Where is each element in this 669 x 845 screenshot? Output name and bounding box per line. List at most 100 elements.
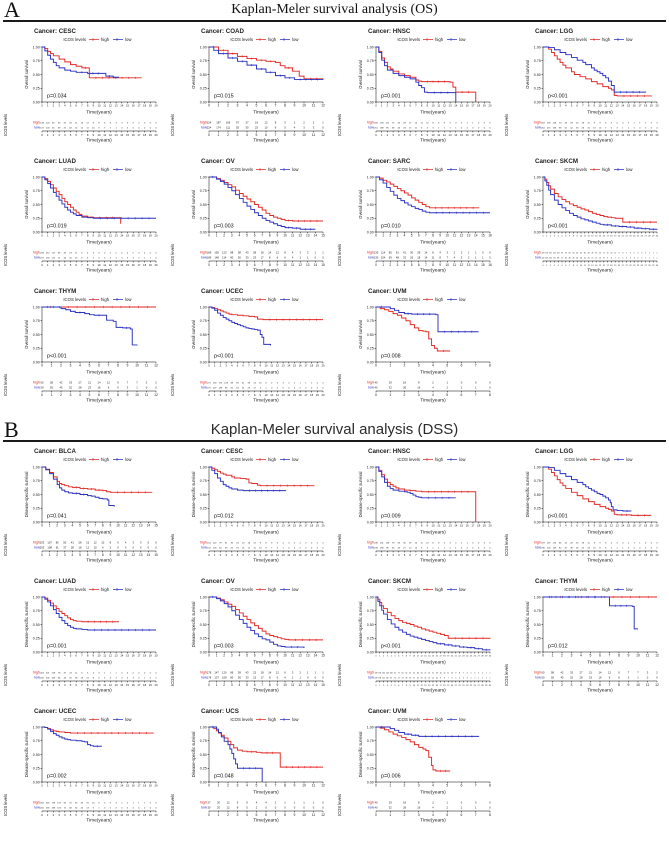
x-tick-label: 20: [321, 524, 325, 528]
x-tick-label: 12: [443, 104, 447, 108]
legend-low-marker: [280, 38, 290, 41]
x-tick-label: 23: [629, 236, 632, 238]
curve-low: [209, 595, 305, 649]
x-tick-label: 9: [594, 104, 596, 108]
x-tick-label: 30: [489, 656, 492, 658]
risk-count: 16: [417, 386, 420, 390]
km-plot-B-UVM: Cancer: UVM ICOS levels high low 1.00 0.75 0.5…: [334, 704, 501, 834]
risk-count: 5: [444, 543, 446, 545]
risk-count: 0: [155, 673, 157, 675]
legend-high-marker: [89, 718, 99, 721]
risk-count: 5: [455, 678, 456, 680]
risk-x-tick-label: 10: [283, 263, 287, 267]
risk-count: 1: [307, 671, 309, 675]
x-tick-label: 15: [481, 234, 485, 238]
x-tick-label: 13: [115, 234, 119, 238]
risk-x-tick-label: 15: [627, 133, 631, 137]
risk-count: 31: [69, 258, 72, 260]
risk-count: 0: [144, 128, 146, 130]
risk-x-tick-label: 9: [93, 683, 95, 687]
risk-x-tick-label: 5: [394, 685, 396, 687]
risk-count: 26: [410, 256, 413, 260]
risk-count: 6: [611, 128, 613, 130]
x-tick-label: 2: [60, 364, 62, 368]
risk-count: 80: [56, 541, 59, 545]
x-tick-label: 1: [548, 524, 550, 528]
risk-count: 23: [403, 128, 406, 130]
risk-count: 40: [375, 386, 378, 390]
risk-count: 47: [402, 678, 404, 680]
y-tick-label: 0.75: [534, 59, 541, 63]
risk-x-tick-label: 14: [454, 133, 458, 137]
x-tick-label: 4: [231, 364, 233, 368]
legend-high-label: high: [435, 167, 444, 172]
risk-axis: [375, 260, 491, 263]
km-plot-B-UCEC: Cancer: UCEC ICOS levels high low 1.00 0.75 0.…: [0, 704, 167, 834]
risk-count: 200: [46, 678, 50, 680]
risk-x-axis-label: Time(years): [420, 138, 446, 144]
plot-title: Cancer: CESC: [34, 28, 76, 35]
risk-count: 1: [461, 543, 463, 545]
risk-count: 42: [561, 671, 564, 675]
risk-count: 10: [426, 543, 429, 545]
y-tick-label: 0.25: [534, 507, 541, 511]
risk-x-tick-label: 13: [616, 553, 620, 557]
risk-x-tick-label: 3: [225, 553, 227, 557]
risk-count: 16: [81, 123, 84, 125]
risk-count: 18: [436, 673, 438, 675]
y-tick-label: 0.25: [367, 347, 374, 351]
legend-high-marker: [89, 588, 99, 591]
risk-x-tick-label: 2: [550, 265, 552, 267]
x-axis-label: Time(years): [253, 790, 279, 796]
legend-high-label: high: [101, 587, 110, 592]
risk-axis: [542, 550, 658, 553]
risk-x-tick-label: 14: [595, 265, 598, 267]
risk-count: 12: [253, 388, 256, 390]
risk-count: 5: [634, 253, 635, 255]
risk-count: 106: [226, 121, 231, 125]
risk-x-tick-label: 9: [594, 553, 596, 557]
risk-x-tick-label: 6: [418, 263, 420, 267]
risk-count: 4: [454, 256, 456, 260]
risk-table-label: ICOS levels: [170, 244, 175, 266]
risk-x-tick-label: 9: [427, 133, 429, 137]
x-tick-label: 7: [261, 234, 263, 238]
x-tick-label: 13: [306, 234, 310, 238]
risk-count: 0: [288, 548, 290, 550]
x-tick-label: 9: [410, 656, 412, 658]
risk-count: 92: [559, 548, 562, 550]
x-tick-label: 13: [449, 524, 453, 528]
legend-label: ICOS levels: [564, 457, 587, 462]
risk-count: 4: [616, 543, 618, 545]
x-tick-label: 16: [132, 104, 136, 108]
risk-count: 23: [417, 678, 419, 680]
p-value: p<0.001: [548, 224, 568, 230]
risk-count: 0: [489, 386, 491, 390]
x-tick-label: 15: [293, 524, 297, 528]
risk-x-tick-label: 1: [389, 393, 391, 397]
x-tick-label: 5: [256, 784, 258, 788]
x-tick-label: 2: [223, 654, 225, 658]
risk-x-tick-label: 1: [389, 813, 391, 817]
risk-count: 16: [440, 673, 442, 675]
risk-count: 120: [222, 671, 227, 675]
risk-count: 14: [428, 678, 430, 680]
risk-count: 1: [449, 548, 451, 550]
risk-count: 29: [576, 548, 579, 550]
risk-x-tick-label: 29: [652, 265, 655, 267]
risk-x-tick-label: 11: [453, 263, 457, 267]
y-axis-label: Disease-specific survival: [358, 732, 363, 778]
x-tick-label: 12: [109, 784, 113, 788]
y-tick-label: 0.00: [200, 650, 207, 654]
risk-count: 2: [649, 253, 650, 255]
p-value: p=0.003: [214, 224, 234, 230]
x-tick-label: 2: [383, 656, 385, 658]
risk-count: 30: [246, 126, 249, 130]
x-tick-label: 7: [108, 364, 110, 368]
risk-count: 105: [57, 808, 61, 810]
risk-x-tick-label: 7: [108, 393, 110, 397]
risk-count: 190: [46, 258, 50, 260]
risk-x-tick-label: 11: [604, 133, 607, 137]
risk-x-tick-label: 8: [87, 263, 89, 267]
